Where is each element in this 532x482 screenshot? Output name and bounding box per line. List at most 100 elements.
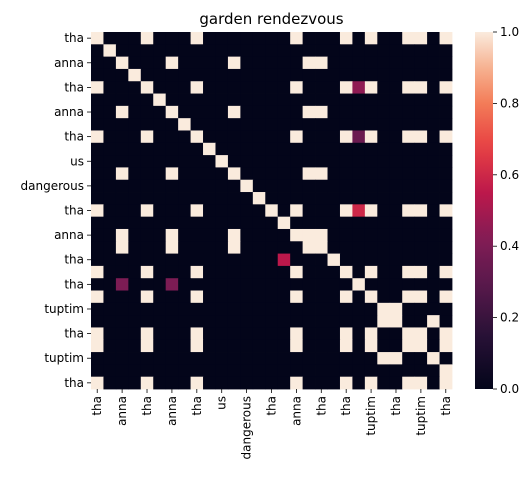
heatmap-cell xyxy=(165,68,179,82)
heatmap-cell xyxy=(103,216,117,230)
heatmap-cell xyxy=(439,241,453,254)
heatmap-cell xyxy=(402,56,416,70)
heatmap-cell xyxy=(178,216,191,230)
heatmap-cell xyxy=(364,290,378,304)
heatmap-cell xyxy=(277,216,291,230)
heatmap-cell xyxy=(203,68,216,82)
heatmap-cell xyxy=(265,352,279,365)
heatmap-cell xyxy=(165,352,179,365)
heatmap-cell xyxy=(327,253,341,267)
heatmap-cell xyxy=(252,56,266,70)
heatmap-cell xyxy=(389,216,403,230)
colorbar-tick-label: 0.0 xyxy=(500,382,519,396)
y-tick-label: anna xyxy=(54,56,84,70)
heatmap-cell xyxy=(203,93,216,107)
heatmap-cell xyxy=(190,155,204,168)
heatmap-cell xyxy=(377,167,391,181)
heatmap-cell xyxy=(227,327,241,341)
heatmap-cell xyxy=(215,167,229,181)
heatmap-cell xyxy=(290,290,304,304)
heatmap-cell xyxy=(240,228,254,242)
heatmap-cell xyxy=(389,253,403,267)
heatmap-cell xyxy=(140,68,154,82)
heatmap-cell xyxy=(190,315,204,328)
heatmap-cell xyxy=(91,265,104,279)
heatmap-cell xyxy=(227,56,241,70)
y-tick-label: tuptim xyxy=(44,302,84,316)
heatmap-cell xyxy=(427,32,440,45)
heatmap-cell xyxy=(203,278,216,291)
heatmap-cell xyxy=(327,228,341,242)
heatmap-cell xyxy=(302,118,316,131)
heatmap-cell xyxy=(402,364,416,378)
heatmap-cell xyxy=(153,364,167,378)
heatmap-cell xyxy=(439,327,453,341)
heatmap-cell xyxy=(290,179,304,193)
heatmap-cell xyxy=(427,105,440,119)
heatmap-cell xyxy=(352,32,366,45)
heatmap-cell xyxy=(302,192,316,205)
heatmap-cell xyxy=(377,68,391,82)
heatmap-cell xyxy=(103,278,117,291)
heatmap-cell xyxy=(215,302,229,316)
heatmap-cell xyxy=(252,290,266,304)
heatmap-cell xyxy=(165,265,179,279)
heatmap-cell xyxy=(178,278,191,291)
heatmap-cell xyxy=(402,93,416,107)
heatmap-cell xyxy=(290,130,304,144)
heatmap-cell xyxy=(252,155,266,168)
heatmap-cell xyxy=(327,204,341,218)
heatmap-cell xyxy=(203,216,216,230)
heatmap-cell xyxy=(203,376,216,390)
heatmap-cell xyxy=(153,228,167,242)
heatmap-cell xyxy=(178,241,191,254)
heatmap-cell xyxy=(252,327,266,341)
heatmap-cell xyxy=(140,118,154,131)
heatmap-cell xyxy=(203,118,216,131)
heatmap-cell xyxy=(91,364,104,378)
heatmap-cell xyxy=(128,105,142,119)
heatmap-cell xyxy=(414,155,428,168)
heatmap-cell xyxy=(439,192,453,205)
heatmap-cell xyxy=(277,81,291,94)
heatmap-cell xyxy=(389,118,403,131)
x-tick-label: tuptim xyxy=(364,396,378,436)
heatmap-cell xyxy=(414,278,428,291)
heatmap-cell xyxy=(427,118,440,131)
heatmap-cell xyxy=(439,302,453,316)
heatmap-cell xyxy=(178,352,191,365)
heatmap-cell xyxy=(227,315,241,328)
heatmap-cell xyxy=(153,290,167,304)
heatmap-cell xyxy=(315,32,328,45)
heatmap-cell xyxy=(215,118,229,131)
heatmap-cell xyxy=(128,81,142,94)
heatmap-cell xyxy=(265,278,279,291)
heatmap-cell xyxy=(327,265,341,279)
heatmap-cell xyxy=(389,265,403,279)
heatmap-cell xyxy=(240,192,254,205)
heatmap-cell xyxy=(128,167,142,181)
heatmap-cell xyxy=(439,44,453,58)
heatmap-cell xyxy=(252,192,266,205)
heatmap-cell xyxy=(290,228,304,242)
heatmap-cell xyxy=(103,93,117,107)
heatmap-cell xyxy=(128,278,142,291)
heatmap-cell xyxy=(140,81,154,94)
heatmap-cell xyxy=(327,179,341,193)
heatmap-cell xyxy=(203,327,216,341)
heatmap-cell xyxy=(339,302,353,316)
heatmap-cell xyxy=(265,241,279,254)
heatmap-cell xyxy=(377,315,391,328)
heatmap-cell xyxy=(190,44,204,58)
heatmap-cell xyxy=(427,167,440,181)
heatmap-cell xyxy=(178,192,191,205)
heatmap-cell xyxy=(427,81,440,94)
heatmap-cell xyxy=(240,32,254,45)
heatmap-cell xyxy=(203,290,216,304)
heatmap-cell xyxy=(203,315,216,328)
heatmap-cell xyxy=(203,155,216,168)
heatmap-cell xyxy=(439,315,453,328)
heatmap-cell xyxy=(315,130,328,144)
heatmap-cell xyxy=(389,339,403,353)
